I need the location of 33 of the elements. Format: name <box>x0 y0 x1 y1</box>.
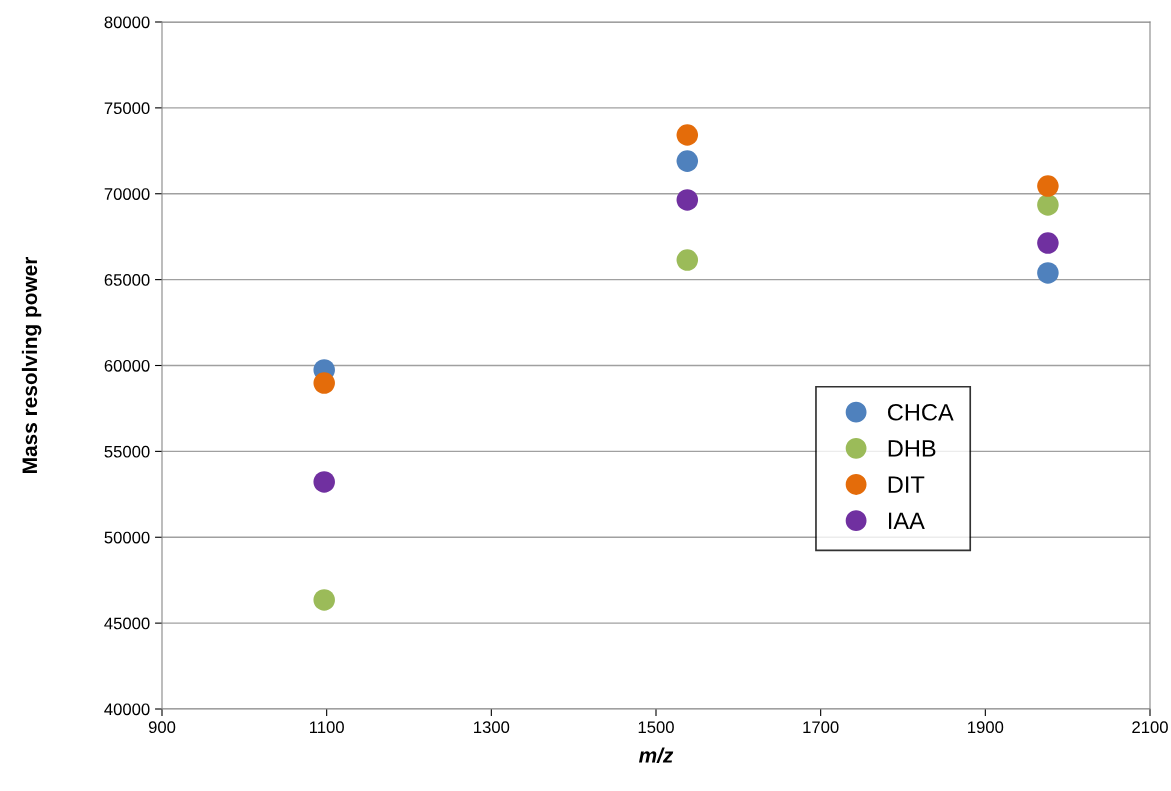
point <box>676 189 699 211</box>
y-tick-label: 70000 <box>104 188 150 200</box>
y-tick-label: 75000 <box>104 102 150 115</box>
legend-label: DIT <box>888 476 925 493</box>
x-tick-label: 1300 <box>474 721 510 734</box>
y-tick-label: 40000 <box>104 703 150 716</box>
point <box>1037 262 1059 284</box>
point <box>313 471 335 493</box>
y-tick-label: 55000 <box>104 445 150 458</box>
x-tick-label: 2100 <box>1132 721 1168 734</box>
point <box>676 150 699 172</box>
legend-label: CHCA <box>888 403 954 421</box>
point <box>676 249 699 271</box>
y-tick-label: 65000 <box>104 274 150 286</box>
point <box>1037 175 1059 197</box>
y-axis-title: Mass resolving power <box>21 256 42 473</box>
x-axis-title: m/z <box>638 747 674 763</box>
x-tick-label: 1700 <box>803 721 839 734</box>
y-tick-label: 60000 <box>104 359 150 372</box>
x-tick-label: 1900 <box>968 721 1004 734</box>
y-tick-label: 50000 <box>104 531 150 544</box>
point <box>313 589 335 611</box>
y-tick-label: 45000 <box>104 617 150 630</box>
point <box>313 372 335 394</box>
x-tick-label: 1500 <box>638 721 674 734</box>
x-tick-label: 900 <box>148 721 176 734</box>
point <box>1037 194 1059 216</box>
legend-label: DHB <box>888 440 936 457</box>
point <box>676 124 699 146</box>
y-tick-label: 80000 <box>104 16 150 29</box>
legend-label: IAA <box>888 512 925 529</box>
point <box>1037 232 1059 254</box>
x-tick-label: 1100 <box>310 721 344 734</box>
